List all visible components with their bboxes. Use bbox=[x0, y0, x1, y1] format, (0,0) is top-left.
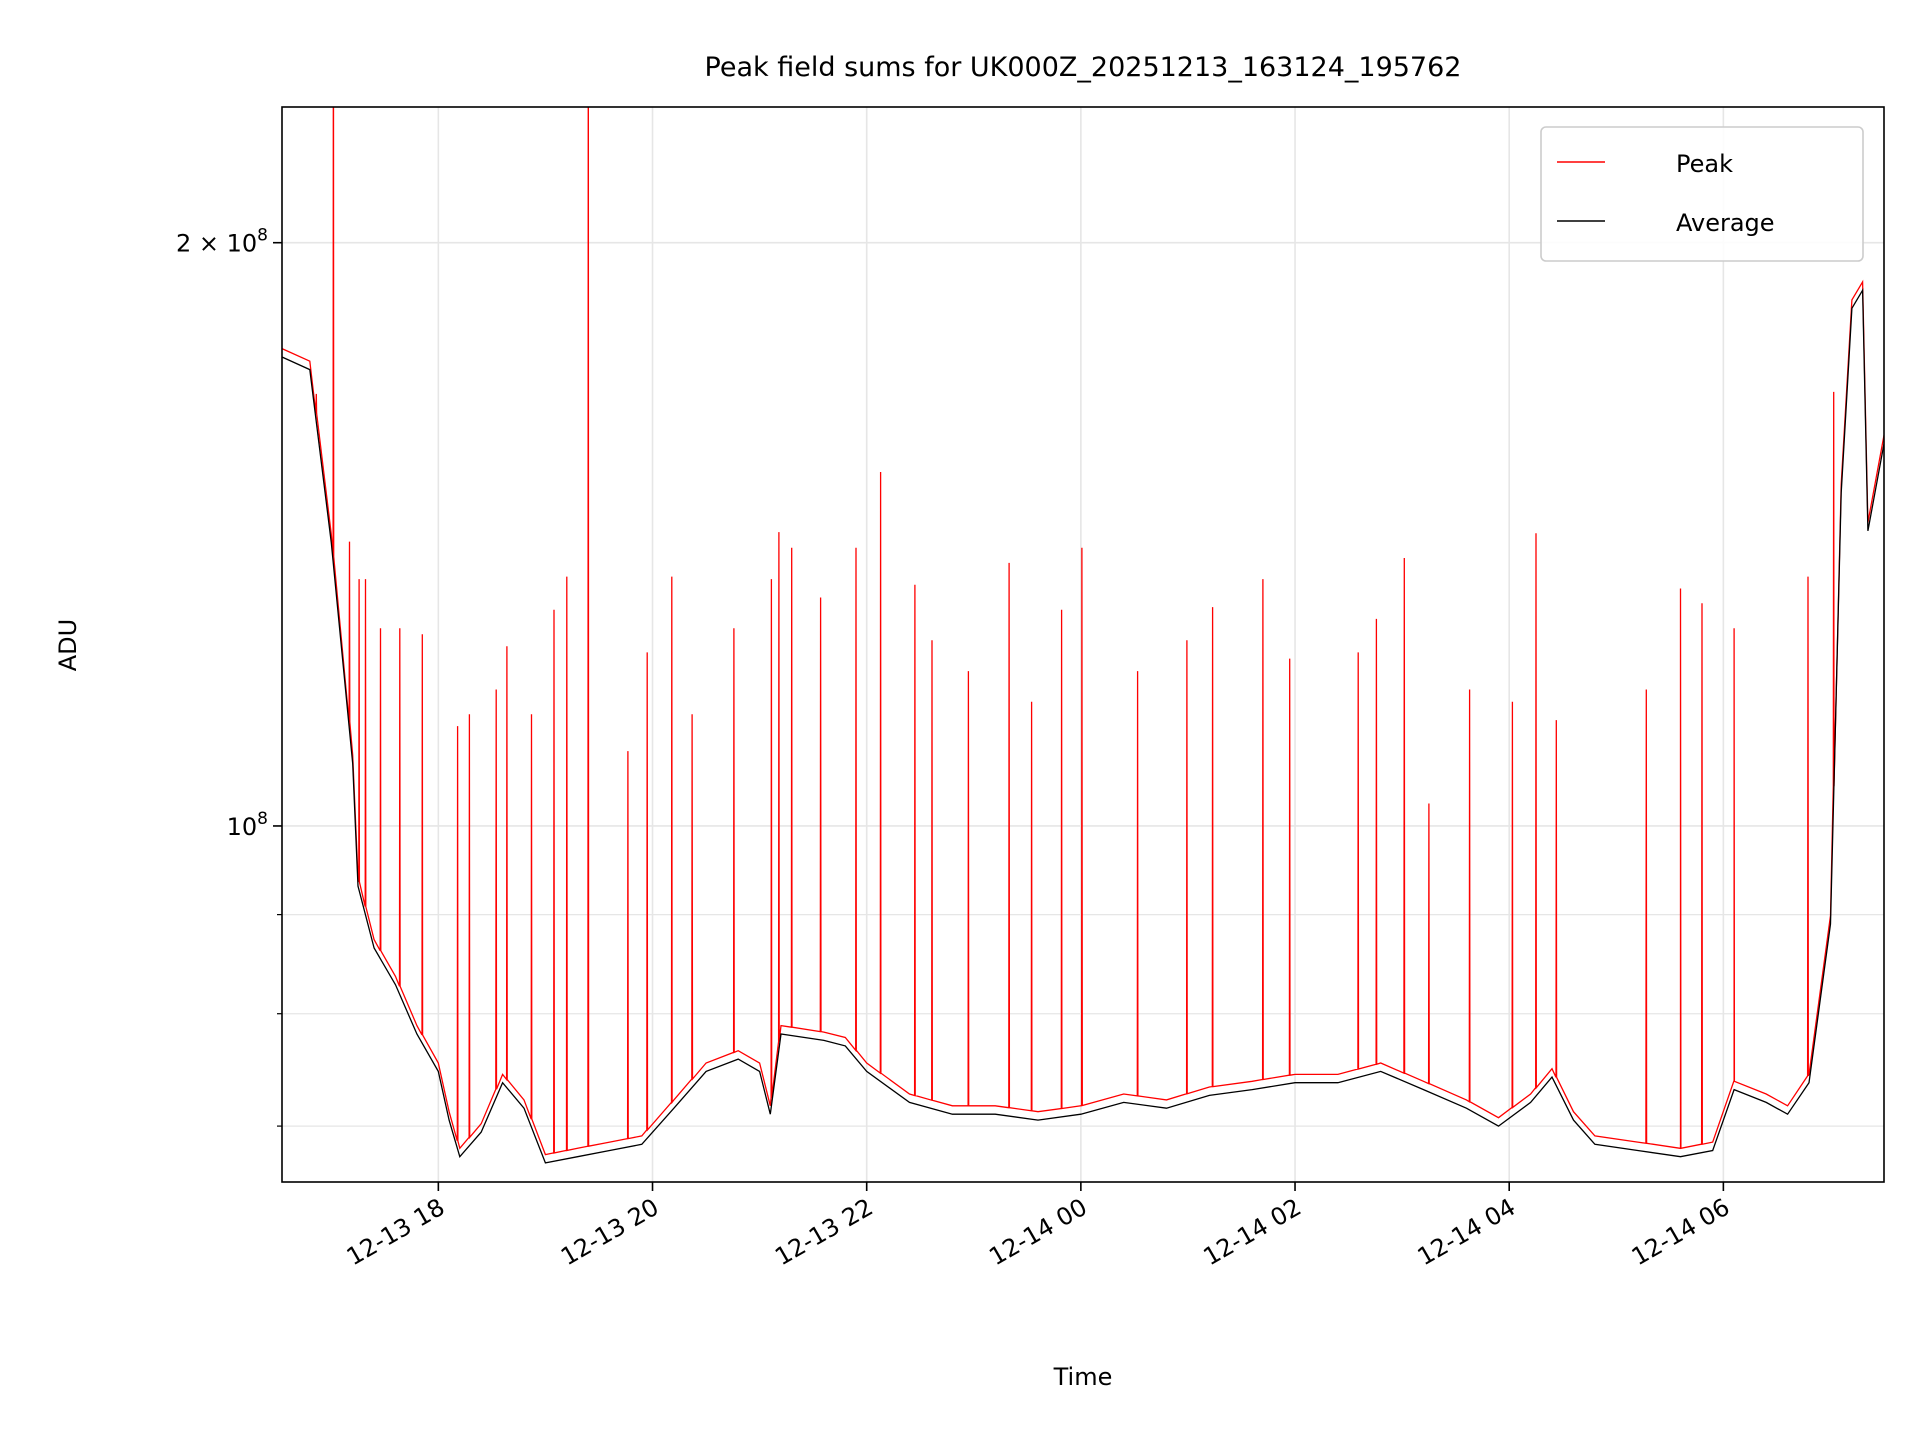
series-group bbox=[282, 107, 1884, 1164]
x-tick-label: 12-14 06 bbox=[1627, 1193, 1734, 1271]
x-tick-label: 12-13 22 bbox=[770, 1193, 877, 1271]
x-tick-label: 12-14 00 bbox=[984, 1193, 1091, 1271]
x-tick-label: 12-13 20 bbox=[556, 1193, 663, 1271]
x-axis-label: Time bbox=[1053, 1363, 1113, 1391]
y-tick-label: 108 bbox=[227, 809, 268, 841]
grid bbox=[282, 107, 1884, 1182]
chart-title: Peak field sums for UK000Z_20251213_1631… bbox=[705, 52, 1462, 83]
y-axis-label: ADU bbox=[54, 619, 82, 671]
legend-peak-label: Peak bbox=[1676, 150, 1733, 178]
legend-average-label: Average bbox=[1676, 209, 1775, 237]
y-tick-label: 2 × 108 bbox=[176, 226, 268, 258]
legend-box bbox=[1540, 126, 1864, 262]
legend: Peak Average bbox=[1540, 126, 1864, 262]
x-tick-label: 12-14 04 bbox=[1413, 1193, 1520, 1271]
average-series-line bbox=[282, 288, 1884, 1164]
x-tick-label: 12-14 02 bbox=[1199, 1193, 1306, 1271]
peak-series-line bbox=[282, 107, 1884, 1156]
plot-frame bbox=[281, 106, 1885, 1183]
x-tick-label: 12-13 18 bbox=[342, 1193, 449, 1271]
